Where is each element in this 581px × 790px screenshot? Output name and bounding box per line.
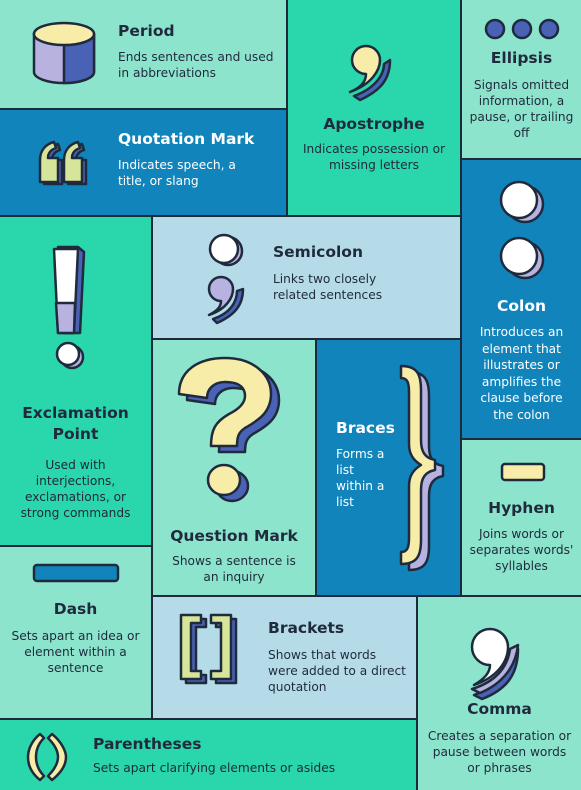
brackets-title: Brackets	[268, 619, 345, 637]
colon-title: Colon	[496, 297, 547, 315]
braces-icon	[399, 364, 445, 572]
quotation-mark-description: Indicates speech, a title, or slang	[118, 158, 236, 188]
semicolon-icon	[207, 233, 245, 325]
semicolon-description: Links two closely related sentences	[273, 272, 383, 302]
question-mark-title: Question Mark	[170, 527, 298, 545]
period-card: Period Ends sentences and used in abbrev…	[0, 0, 286, 108]
ellipsis-card: Ellipsis Signals omitted information, a …	[462, 0, 581, 158]
colon-card: Colon Introduces an element that illustr…	[462, 160, 581, 438]
dash-icon	[32, 563, 120, 583]
semicolon-card: Semicolon Links two closely related sent…	[153, 217, 460, 338]
parentheses-title: Parentheses	[93, 735, 202, 753]
quotation-mark-card: Quotation Mark Indicates speech, a title…	[0, 110, 286, 215]
hyphen-card: Hyphen Joins words or separates words' s…	[462, 440, 581, 595]
apostrophe-title: Apostrophe	[323, 115, 425, 133]
comma-description: Creates a separation or pause between wo…	[427, 729, 572, 775]
question-mark-card: Question Mark Shows a sentence is an inq…	[153, 340, 315, 595]
parentheses-icon	[26, 732, 68, 782]
parentheses-card: Parentheses Sets apart clarifying elemen…	[0, 720, 416, 790]
dash-card: Dash Sets apart an idea or element withi…	[0, 547, 151, 718]
braces-title: Braces	[336, 419, 395, 437]
question-mark-icon	[177, 356, 281, 503]
brackets-description: Shows that words were added to a direct …	[268, 648, 406, 694]
dash-description: Sets apart an idea or element within a s…	[11, 629, 140, 675]
exclamation-point-card: Exclamation Point Used with interjection…	[0, 217, 151, 545]
period-description: Ends sentences and used in abbreviations	[118, 50, 274, 80]
quotation-mark-title: Quotation Mark	[118, 130, 255, 148]
brackets-card: Brackets Shows that words were added to …	[153, 597, 416, 718]
exclamation-point-description: Used with interjections, exclamations, o…	[20, 458, 131, 520]
apostrophe-description: Indicates possession or missing letters	[302, 142, 446, 172]
ellipsis-title: Ellipsis	[490, 49, 553, 67]
ellipsis-description: Signals omitted information, a pause, or…	[469, 78, 574, 140]
braces-card: Braces Forms a list within a list	[317, 340, 460, 595]
braces-description: Forms a list within a list	[336, 447, 385, 509]
exclamation-point-icon	[52, 245, 86, 370]
colon-icon	[499, 180, 545, 280]
comma-title: Comma	[467, 700, 532, 718]
quotation-mark-icon	[38, 140, 88, 186]
dash-title: Dash	[53, 600, 98, 618]
apostrophe-card: Apostrophe Indicates possession or missi…	[288, 0, 460, 215]
comma-icon	[470, 627, 520, 701]
exclamation-point-title: Exclamation Point	[22, 404, 129, 443]
period-icon	[32, 21, 96, 85]
parentheses-description: Sets apart clarifying elements or asides	[93, 761, 336, 775]
comma-card: Comma Creates a separation or pause betw…	[418, 597, 581, 790]
brackets-icon	[179, 613, 238, 685]
period-title: Period	[118, 22, 175, 40]
ellipsis-icon	[484, 18, 560, 40]
hyphen-icon	[500, 462, 546, 482]
question-mark-description: Shows a sentence is an inquiry	[172, 554, 296, 584]
hyphen-title: Hyphen	[488, 499, 555, 517]
hyphen-description: Joins words or separates words' syllable…	[469, 527, 574, 573]
semicolon-title: Semicolon	[273, 243, 363, 261]
colon-description: Introduces an element that illustrates o…	[479, 325, 564, 422]
apostrophe-icon	[348, 44, 392, 102]
